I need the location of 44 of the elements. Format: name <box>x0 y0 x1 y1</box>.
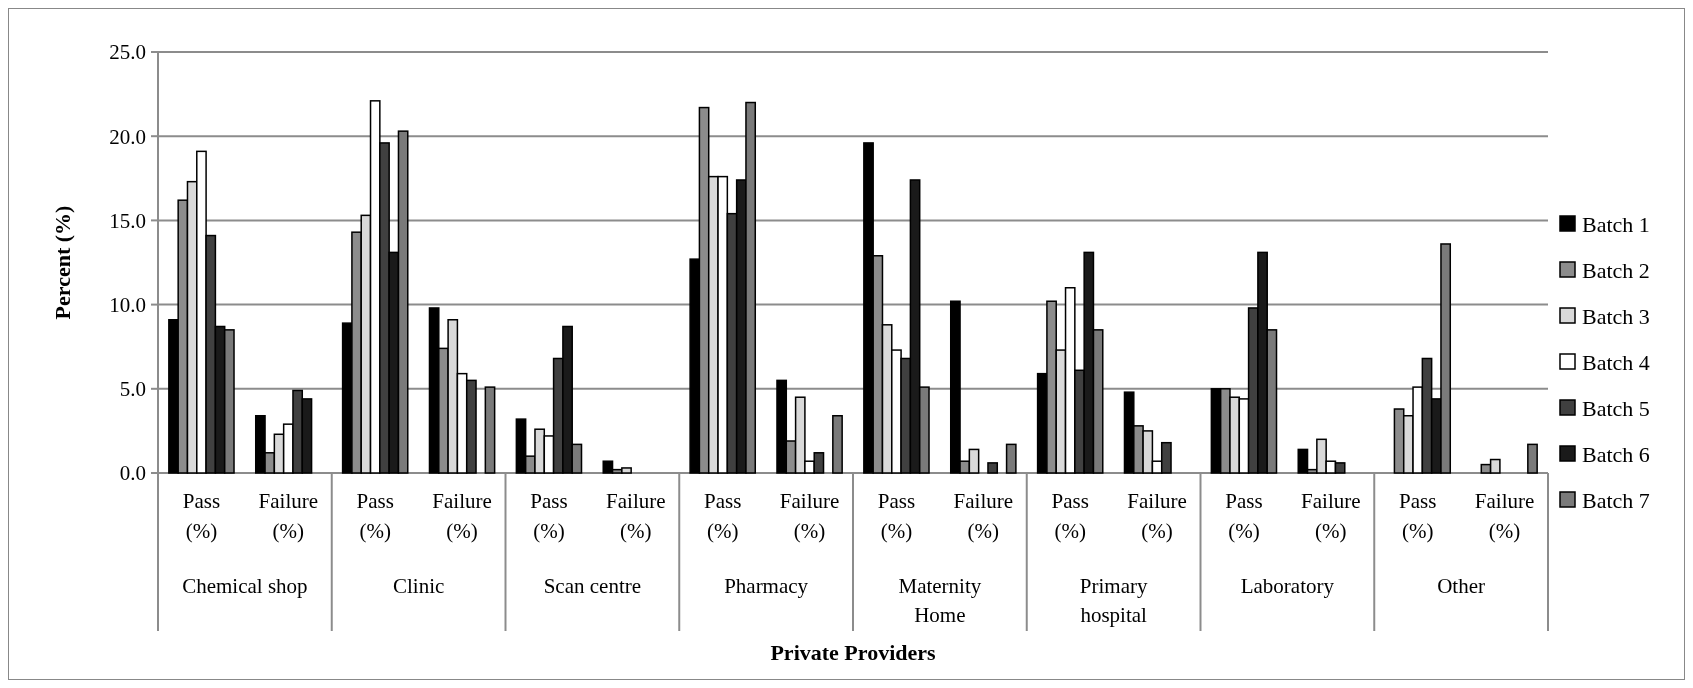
x-tick-label: Failure (%) <box>779 489 840 543</box>
x-axis-title: Private Providers <box>770 640 937 665</box>
x-tick-label: Pass (%) <box>877 489 916 543</box>
text: Clinic <box>392 574 445 598</box>
legend-label: Batch 5 <box>1582 395 1650 421</box>
text: Primary hospital <box>1079 574 1148 627</box>
x-tick-label: Pass (%) <box>1225 489 1263 543</box>
y-tick-label: 25.0 <box>109 40 146 65</box>
y-tick-label: 15.0 <box>109 208 146 233</box>
bar <box>832 414 843 474</box>
text: Maternity Home <box>898 574 982 627</box>
text: Chemical shop <box>182 574 308 598</box>
x-tick-label: Failure (%) <box>1127 489 1187 543</box>
legend-label: Batch 1 <box>1582 211 1650 237</box>
y-axis-title: Percent (%) <box>50 205 75 320</box>
x-tick-label: Pass (%) <box>704 489 742 543</box>
x-tick-label: Failure (%) <box>1474 489 1535 543</box>
x-tick-label: Pass (%) <box>530 489 568 543</box>
y-tick-label: 20.0 <box>109 124 146 149</box>
legend-label: Batch 2 <box>1582 257 1650 283</box>
bar <box>1527 443 1538 474</box>
bar <box>1005 443 1017 474</box>
legend-label: Batch 6 <box>1582 441 1650 467</box>
x-tick-label: Pass (%) <box>356 489 394 543</box>
y-tick-label: 5.0 <box>119 377 146 402</box>
y-tick-label: 0.0 <box>119 461 146 486</box>
legend-label: Batch 3 <box>1582 303 1650 329</box>
text: Laboratory <box>1240 574 1335 598</box>
x-tick-label: Failure (%) <box>953 489 1014 543</box>
text: Pharmacy <box>724 574 809 598</box>
x-tick-label: Failure (%) <box>606 489 666 543</box>
text: Other <box>1437 574 1486 598</box>
x-tick-label: Failure (%) <box>1301 489 1361 543</box>
text: Scan centre <box>543 574 642 598</box>
x-tick-label: Pass (%) <box>1399 489 1437 543</box>
y-tick-label: 10.0 <box>109 292 146 317</box>
x-tick-label: Pass (%) <box>182 489 221 543</box>
x-tick-label: Pass (%) <box>1051 489 1089 543</box>
legend-label: Batch 4 <box>1582 349 1650 375</box>
bar <box>484 386 496 474</box>
bar <box>987 462 999 474</box>
x-tick-label: Failure (%) <box>432 489 492 543</box>
x-tick-label: Failure (%) <box>258 489 319 543</box>
legend-label: Batch 7 <box>1582 487 1650 513</box>
